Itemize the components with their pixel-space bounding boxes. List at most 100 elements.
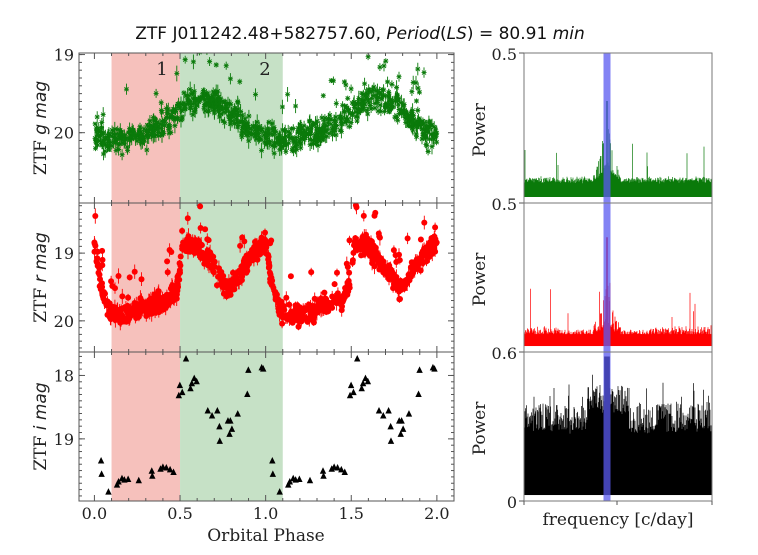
g-band-point	[226, 110, 232, 122]
figure-title: ZTF J011242.48+582757.60, Period(LS) = 8…	[135, 24, 585, 44]
i-band-point	[359, 379, 367, 387]
g-band-point	[379, 91, 385, 107]
g-band-point	[219, 99, 225, 104]
r-band-point	[267, 240, 274, 247]
g-band-point	[305, 125, 311, 131]
g-band-point	[350, 109, 356, 117]
g-band-point	[286, 130, 292, 142]
i-band-point	[405, 410, 413, 417]
r-band-point	[387, 273, 394, 280]
g-band-point	[182, 104, 188, 113]
g-band-point	[285, 87, 291, 102]
g-band-point	[421, 67, 427, 78]
i-band-point	[216, 422, 223, 430]
g-band-point	[110, 130, 116, 138]
g-band-point	[165, 107, 171, 120]
g-band-point	[266, 119, 272, 125]
r-band-point	[265, 260, 272, 267]
y-axis-label-band: g mag	[31, 81, 51, 135]
g-band-point	[415, 62, 421, 76]
r-band-point	[114, 314, 121, 321]
g-band-point	[148, 123, 154, 132]
r-band-point	[433, 240, 440, 247]
g-band-point	[213, 93, 219, 108]
r-band-point	[336, 298, 343, 305]
g-band-point	[101, 138, 107, 144]
i-band-point	[431, 365, 438, 372]
r-band-point	[146, 301, 153, 308]
g-band-point	[233, 115, 239, 123]
i-band-point	[398, 417, 405, 424]
i-band-point	[385, 406, 392, 414]
r-band-point	[376, 266, 383, 273]
y-axis-label-band: r mag	[31, 232, 51, 282]
g-band-point	[322, 130, 328, 144]
g-band-point	[127, 132, 133, 148]
g-band-point	[395, 116, 401, 125]
r-band-point	[93, 258, 100, 265]
g-band-point	[431, 129, 437, 140]
g-band-point	[319, 133, 325, 139]
g-band-point	[348, 84, 354, 94]
g-band-point	[333, 98, 339, 108]
r-band-point	[353, 204, 360, 211]
i-band-point	[346, 391, 354, 399]
g-band-point	[124, 141, 130, 153]
g-band-point	[257, 126, 263, 133]
i-band-point	[176, 381, 184, 389]
g-band-point	[324, 118, 330, 134]
g-band-point	[209, 94, 215, 105]
r-band-point	[92, 242, 99, 249]
g-band-point	[172, 104, 178, 115]
g-band-point	[369, 93, 375, 104]
r-band-point	[164, 269, 171, 276]
g-band-point	[236, 119, 242, 125]
r-band-point	[237, 242, 244, 249]
g-band-point	[202, 104, 208, 118]
g-band-point	[194, 99, 200, 112]
g-band-point	[235, 124, 241, 130]
g-band-point	[407, 113, 413, 119]
r-band-point	[214, 282, 220, 289]
g-band-point	[159, 126, 165, 142]
g-band-point	[231, 109, 237, 125]
g-band-point	[287, 134, 293, 142]
g-band-point	[308, 124, 314, 132]
g-band-point	[416, 89, 422, 96]
i-band-point	[188, 379, 196, 387]
g-band-point	[294, 138, 300, 152]
g-band-point	[327, 111, 333, 120]
g-band-point	[145, 129, 151, 144]
g-band-point	[371, 82, 377, 92]
g-band-point	[282, 136, 288, 145]
g-band-point	[207, 57, 213, 66]
r-band-point	[241, 258, 248, 265]
r-band-point	[184, 215, 191, 222]
g-band-point	[244, 120, 250, 130]
g-band-point	[317, 128, 323, 138]
i-band-point	[124, 475, 132, 482]
g-band-point	[423, 140, 429, 149]
g-band-point	[121, 138, 127, 149]
g-band-point	[235, 101, 241, 117]
g-band-point	[250, 129, 256, 139]
r-band-point	[189, 246, 196, 252]
r-band-point	[175, 283, 181, 290]
g-band-point	[231, 118, 237, 129]
g-band-point	[365, 53, 371, 61]
g-band-point	[214, 96, 220, 111]
g-band-point	[380, 90, 386, 101]
data-points	[92, 53, 440, 161]
g-band-point	[99, 130, 105, 139]
periodogram-panel-i: 0 Power	[470, 351, 713, 512]
g-band-point	[348, 117, 354, 128]
i-band-point	[399, 425, 407, 432]
r-band-point	[126, 274, 133, 281]
g-band-point	[363, 94, 369, 102]
g-band-point	[215, 107, 221, 116]
y-tick-label: 18	[54, 366, 74, 385]
x-tick-label: 0.5	[167, 504, 192, 523]
g-band-point	[366, 87, 372, 93]
